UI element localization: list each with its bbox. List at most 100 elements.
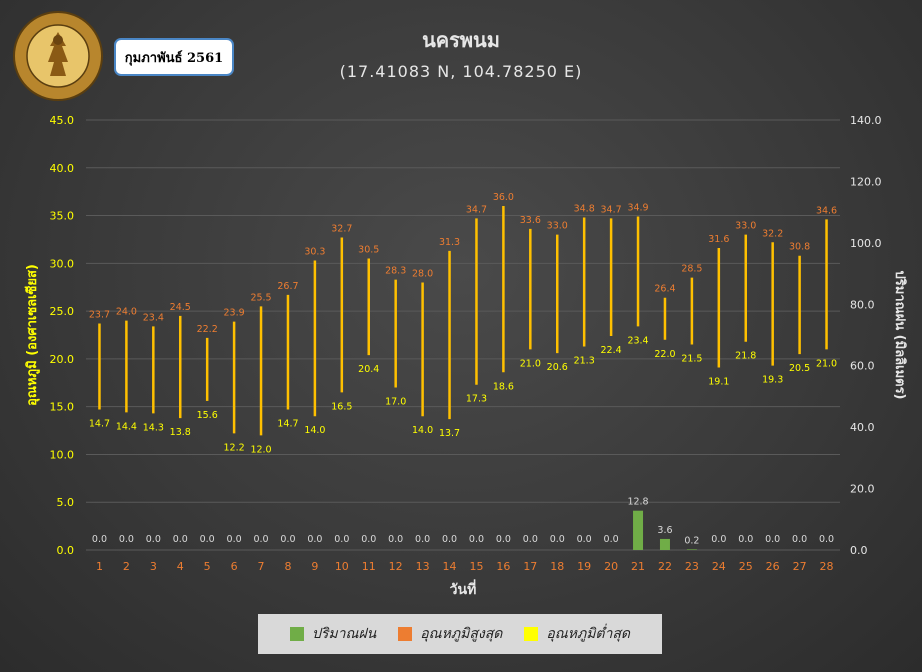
max-temp-label: 30.3 bbox=[304, 246, 325, 257]
y-tick-left: 20.0 bbox=[50, 353, 75, 366]
legend-label-max: อุณหภูมิสูงสุด bbox=[420, 626, 503, 642]
min-temp-label: 17.0 bbox=[385, 397, 406, 408]
x-tick: 12 bbox=[389, 560, 403, 573]
rain-label: 0.0 bbox=[496, 534, 511, 545]
legend-swatch-min bbox=[524, 627, 539, 641]
rain-label: 0.0 bbox=[280, 534, 295, 545]
rain-bar bbox=[633, 510, 644, 550]
min-temp-label: 23.4 bbox=[627, 335, 648, 346]
rain-label: 0.0 bbox=[738, 534, 753, 545]
min-temp-label: 19.3 bbox=[762, 375, 783, 386]
min-temp-label: 13.7 bbox=[439, 428, 460, 439]
max-temp-label: 26.4 bbox=[654, 284, 675, 295]
max-temp-label: 30.8 bbox=[789, 242, 810, 253]
y-tick-left: 45.0 bbox=[50, 114, 75, 127]
rain-label: 0.0 bbox=[550, 534, 565, 545]
x-tick: 16 bbox=[496, 560, 510, 573]
rain-label: 0.0 bbox=[253, 534, 268, 545]
x-tick: 1 bbox=[96, 560, 103, 573]
rain-label: 0.0 bbox=[819, 534, 834, 545]
max-temp-label: 36.0 bbox=[493, 192, 514, 203]
month-label: กุมภาพันธ์ 2561 bbox=[114, 38, 234, 76]
x-tick: 4 bbox=[177, 560, 184, 573]
min-temp-label: 14.0 bbox=[412, 425, 433, 436]
rain-label: 0.0 bbox=[146, 534, 161, 545]
min-temp-label: 12.0 bbox=[250, 444, 271, 455]
rain-label: 0.0 bbox=[604, 534, 619, 545]
max-temp-label: 22.2 bbox=[197, 324, 218, 335]
max-temp-label: 24.5 bbox=[170, 302, 191, 313]
rain-label: 0.0 bbox=[361, 534, 376, 545]
y-tick-left: 25.0 bbox=[50, 305, 75, 318]
max-temp-label: 26.7 bbox=[277, 281, 298, 292]
rain-label: 0.0 bbox=[200, 534, 215, 545]
max-temp-label: 34.7 bbox=[601, 204, 622, 215]
legend-label-min: อุณหภูมิต่ำสุด bbox=[546, 626, 631, 642]
rain-label: 0.0 bbox=[415, 534, 430, 545]
max-temp-label: 24.0 bbox=[116, 307, 137, 318]
min-temp-label: 20.5 bbox=[789, 363, 810, 374]
min-temp-label: 14.3 bbox=[143, 422, 164, 433]
min-temp-label: 20.4 bbox=[358, 364, 379, 375]
min-temp-label: 16.5 bbox=[331, 401, 352, 412]
x-tick: 22 bbox=[658, 560, 672, 573]
max-temp-label: 28.5 bbox=[681, 264, 702, 275]
min-temp-label: 21.0 bbox=[816, 358, 837, 369]
x-tick: 24 bbox=[712, 560, 726, 573]
rain-label: 0.0 bbox=[523, 534, 538, 545]
max-temp-label: 23.9 bbox=[224, 308, 245, 319]
max-temp-label: 23.7 bbox=[89, 310, 110, 321]
rain-label: 0.0 bbox=[334, 534, 349, 545]
x-tick: 14 bbox=[443, 560, 457, 573]
min-temp-label: 21.0 bbox=[520, 358, 541, 369]
meteorological-department-logo bbox=[12, 10, 104, 102]
chart-title: นครพนม bbox=[422, 28, 500, 52]
min-temp-label: 18.6 bbox=[493, 381, 514, 392]
y-tick-right: 40.0 bbox=[850, 421, 875, 434]
max-temp-label: 32.7 bbox=[331, 224, 352, 235]
rain-label: 0.0 bbox=[469, 534, 484, 545]
rain-label: 0.0 bbox=[227, 534, 242, 545]
x-tick: 10 bbox=[335, 560, 349, 573]
min-temp-label: 14.0 bbox=[304, 425, 325, 436]
x-tick: 13 bbox=[416, 560, 430, 573]
max-temp-label: 32.2 bbox=[762, 228, 783, 239]
rain-label: 12.8 bbox=[627, 497, 648, 508]
max-temp-label: 34.6 bbox=[816, 205, 837, 216]
min-temp-label: 12.2 bbox=[224, 442, 245, 453]
y-tick-left: 40.0 bbox=[50, 162, 75, 175]
y-tick-left: 5.0 bbox=[57, 496, 75, 509]
x-tick: 3 bbox=[150, 560, 157, 573]
rain-label: 3.6 bbox=[657, 525, 672, 536]
legend-label-rain: ปริมาณฝน bbox=[311, 626, 377, 642]
x-tick: 11 bbox=[362, 560, 376, 573]
legend-item-max: อุณหภูมิสูงสุด bbox=[398, 623, 502, 645]
rain-label: 0.0 bbox=[92, 534, 107, 545]
min-temp-label: 22.4 bbox=[601, 345, 622, 356]
max-temp-label: 34.7 bbox=[466, 204, 487, 215]
y-tick-right: 20.0 bbox=[850, 483, 875, 496]
x-tick: 21 bbox=[631, 560, 645, 573]
x-tick: 2 bbox=[123, 560, 130, 573]
max-temp-label: 31.6 bbox=[708, 234, 729, 245]
min-temp-label: 14.7 bbox=[89, 419, 110, 430]
legend-swatch-rain bbox=[289, 627, 304, 641]
legend-item-min: อุณหภูมิต่ำสุด bbox=[524, 623, 630, 645]
rain-bar bbox=[686, 549, 697, 550]
y-axis-title-left: อุณหภูมิ (องศาเซลเซียส) bbox=[24, 264, 40, 406]
legend: ปริมาณฝน อุณหภูมิสูงสุด อุณหภูมิต่ำสุด bbox=[258, 614, 662, 654]
max-temp-label: 31.3 bbox=[439, 237, 460, 248]
max-temp-label: 34.8 bbox=[574, 203, 595, 214]
min-temp-label: 14.4 bbox=[116, 421, 137, 432]
y-tick-left: 10.0 bbox=[50, 448, 75, 461]
x-tick: 8 bbox=[284, 560, 291, 573]
min-temp-label: 13.8 bbox=[170, 427, 191, 438]
max-temp-label: 33.0 bbox=[735, 221, 756, 232]
min-temp-label: 17.3 bbox=[466, 394, 487, 405]
x-tick: 26 bbox=[766, 560, 780, 573]
x-axis-title: วันที่ bbox=[450, 579, 477, 598]
max-temp-label: 28.3 bbox=[385, 266, 406, 277]
y-axis-title-right: ปริมาณฝน (มิลลิเมตร) bbox=[892, 270, 907, 399]
min-temp-label: 22.0 bbox=[654, 349, 675, 360]
